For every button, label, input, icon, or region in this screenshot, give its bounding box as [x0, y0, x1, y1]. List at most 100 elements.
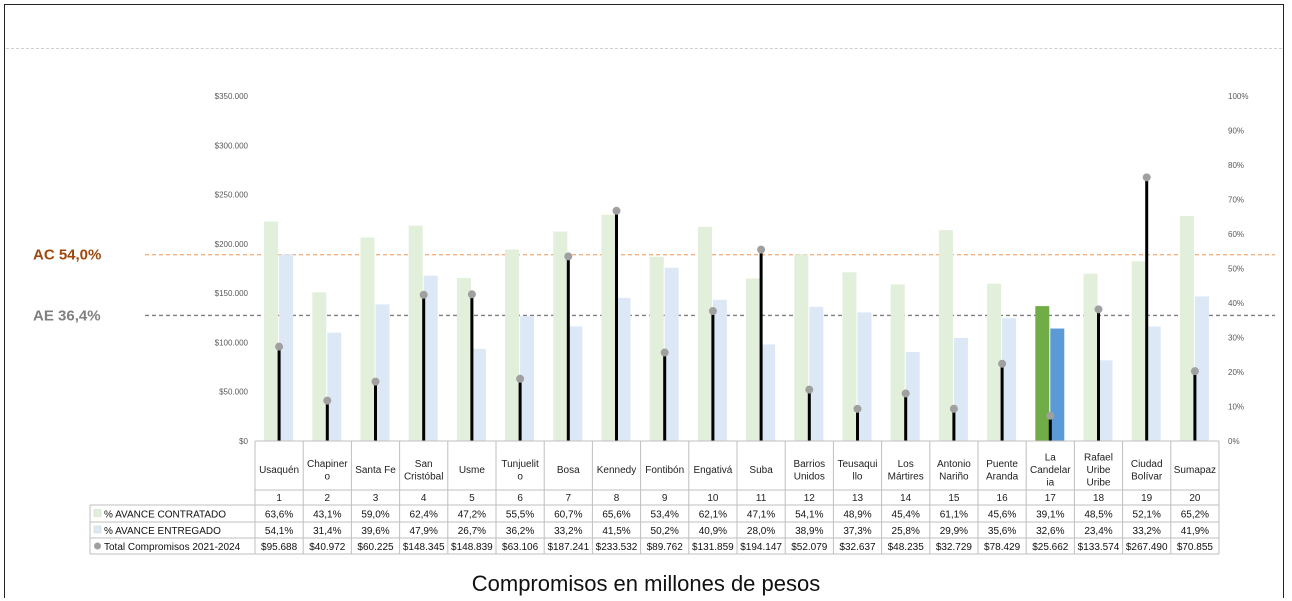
category-number: 16 [997, 493, 1009, 504]
table-cell-total: $131.859 [692, 542, 734, 553]
table-cell-total: $148.839 [451, 542, 493, 553]
bar-avance-contratado [842, 272, 857, 441]
lollipop-marker [1094, 305, 1103, 314]
category-label: Cristóbal [404, 471, 443, 482]
bar-avance-entregado [761, 344, 776, 441]
table-cell-entregado: 38,9% [795, 526, 823, 537]
lollipop-marker [612, 206, 621, 215]
chart-subtitle: Compromisos en millones de pesos [471, 571, 821, 596]
category-number: 7 [566, 493, 572, 504]
table-cell-contratado: 48,5% [1084, 510, 1112, 521]
y-right-tick-label: 20% [1228, 368, 1244, 377]
bar-avance-contratado [553, 231, 568, 441]
category-label: o [517, 471, 523, 482]
category-label: Bolívar [1131, 471, 1163, 482]
category-label: Los [898, 459, 914, 470]
category-label: La [1045, 453, 1057, 464]
category-number: 17 [1045, 493, 1057, 504]
table-cell-total: $25.662 [1032, 542, 1069, 553]
category-number: 11 [756, 493, 767, 504]
category-label: Uribe [1087, 478, 1111, 489]
category-number: 15 [948, 493, 960, 504]
table-cell-contratado: 60,7% [554, 510, 582, 521]
bar-avance-entregado [953, 337, 968, 441]
bar-avance-contratado [312, 292, 327, 441]
table-cell-total: $63.106 [502, 542, 539, 553]
reference-line-label: AE 36,4% [33, 307, 101, 324]
lollipop-marker [853, 404, 862, 413]
bar-avance-contratado [408, 225, 423, 441]
y-right-tick-label: 50% [1228, 265, 1244, 274]
lollipop-series [275, 173, 1199, 441]
category-number: 4 [421, 493, 427, 504]
category-label: Mártires [888, 471, 924, 482]
bar-avance-contratado [1083, 273, 1098, 441]
table-cell-total: $89.762 [647, 542, 684, 553]
category-label: o [325, 471, 331, 482]
table-cell-entregado: 31,4% [313, 526, 341, 537]
y-left-tick-label: $250.000 [215, 191, 249, 200]
y-right-tick-label: 100% [1228, 92, 1248, 101]
y-left-tick-label: $300.000 [215, 141, 249, 150]
category-number: 10 [707, 493, 719, 504]
table-cell-contratado: 54,1% [795, 510, 823, 521]
category-label: Rafael [1084, 453, 1113, 464]
table-cell-contratado: 59,0% [361, 510, 389, 521]
table-cell-entregado: 37,3% [843, 526, 871, 537]
category-label: Nariño [939, 471, 969, 482]
lollipop-marker [708, 307, 717, 316]
table-cell-total: $233.532 [596, 542, 638, 553]
category-label: Candelar [1030, 465, 1071, 476]
category-label: Sumapaz [1174, 465, 1216, 476]
legend-label-contratado: % AVANCE CONTRATADO [104, 510, 226, 521]
bar-series [264, 214, 1209, 441]
legend-label-entregado: % AVANCE ENTREGADO [104, 526, 221, 537]
table-cell-total: $148.345 [403, 542, 445, 553]
bar-avance-entregado [616, 297, 631, 441]
bar-avance-contratado [746, 278, 761, 441]
bar-avance-contratado [649, 256, 664, 441]
table-cell-total: $194.147 [740, 542, 782, 553]
category-number: 9 [662, 493, 668, 504]
table-cell-contratado: 62,4% [410, 510, 438, 521]
table-cell-entregado: 50,2% [651, 526, 679, 537]
y-right-tick-label: 90% [1228, 127, 1244, 136]
table-cell-total: $40.972 [309, 542, 346, 553]
table-cell-total: $70.855 [1177, 542, 1214, 553]
table-cell-contratado: 65,6% [602, 510, 630, 521]
lollipop-marker [564, 252, 573, 261]
bar-avance-entregado [1146, 326, 1161, 441]
bar-avance-entregado [327, 332, 342, 441]
legend-label-total: Total Compromisos 2021-2024 [104, 542, 241, 553]
table-cell-entregado: 39,6% [361, 526, 389, 537]
table-cell-contratado: 47,1% [747, 510, 775, 521]
table-cell-contratado: 62,1% [699, 510, 727, 521]
table-cell-total: $48.235 [888, 542, 925, 553]
bar-avance-contratado [601, 214, 616, 441]
bar-avance-entregado [375, 304, 390, 441]
bar-avance-contratado [505, 249, 520, 441]
bar-avance-contratado [264, 221, 279, 441]
bar-avance-entregado [1098, 360, 1113, 441]
table-cell-total: $32.637 [839, 542, 876, 553]
left-axis-ticks: $0 $50.000 $100.000 $150.000 $200.000 $250.00… [215, 92, 249, 446]
table-cell-total: $187.241 [547, 542, 589, 553]
y-left-tick-label: $50.000 [219, 388, 248, 397]
table-cell-entregado: 41,9% [1181, 526, 1209, 537]
category-label: Chapiner [307, 459, 348, 470]
category-number: 19 [1141, 493, 1153, 504]
right-axis-ticks: 0% 10% 20% 30% 40% 50% 60% 70% 80% 90% 100% [1228, 92, 1248, 446]
bar-avance-entregado [1002, 318, 1017, 441]
table-cell-entregado: 54,1% [265, 526, 293, 537]
category-label: Bosa [557, 465, 580, 476]
category-label: Santa Fe [355, 465, 396, 476]
lollipop-marker [998, 359, 1007, 368]
y-right-tick-label: 60% [1228, 230, 1244, 239]
table-cell-total: $95.688 [261, 542, 298, 553]
y-left-tick-label: $150.000 [215, 289, 249, 298]
bar-avance-contratado [1131, 261, 1146, 441]
category-label: Fontibón [645, 465, 684, 476]
category-label: Uribe [1087, 465, 1111, 476]
bar-avance-entregado [1050, 328, 1065, 441]
